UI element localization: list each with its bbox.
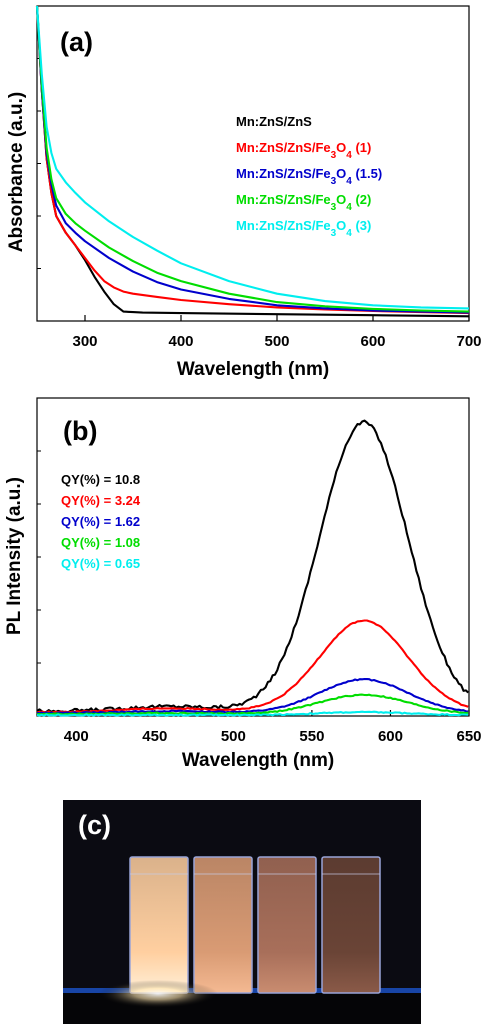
series-line xyxy=(35,5,470,313)
series-line xyxy=(35,5,470,314)
panel-label: (a) xyxy=(60,27,93,57)
x-tick-label: 600 xyxy=(360,333,385,350)
series-line xyxy=(36,693,469,716)
plot-frame xyxy=(36,5,470,322)
y-axis-label: PL Intensity (a.u.) xyxy=(4,477,25,635)
vial-photo: (c) xyxy=(63,800,421,1024)
vial xyxy=(321,856,381,994)
legend: Mn:ZnS/ZnS Mn:ZnS/ZnS/Fe3O4 (1) Mn:ZnS/ZnS… xyxy=(236,114,382,239)
series-lines xyxy=(35,5,470,318)
series-line xyxy=(35,5,470,310)
legend-entry: Mn:ZnS/ZnS/Fe3O4 (1) xyxy=(236,140,371,161)
legend-entry: Mn:ZnS/ZnS/Fe3O4 (2) xyxy=(236,192,371,213)
x-tick-label: 700 xyxy=(456,333,481,350)
y-axis-label: Absorbance (a.u.) xyxy=(6,92,27,252)
x-tick-label: 500 xyxy=(264,333,289,350)
x-tick-marks xyxy=(37,450,470,716)
x-tick-labels: 400 450 500 550 600 650 xyxy=(64,728,482,745)
x-axis-label: Wavelength (nm) xyxy=(182,750,334,771)
floor-glow xyxy=(98,980,218,1008)
x-tick-label: 400 xyxy=(168,333,193,350)
vial xyxy=(129,856,189,994)
legend-entry: Mn:ZnS/ZnS/Fe3O4 (1.5) xyxy=(236,166,382,187)
x-tick-label: 450 xyxy=(142,728,167,745)
x-tick-labels: 300 400 500 600 700 xyxy=(72,333,481,350)
series-line xyxy=(35,5,470,318)
vial xyxy=(257,856,317,994)
series-lines xyxy=(36,419,469,717)
x-tick-label: 400 xyxy=(64,728,89,745)
series-line xyxy=(36,677,469,715)
legend-entry: Mn:ZnS/ZnS xyxy=(236,114,312,129)
series-line xyxy=(35,5,470,315)
panel-label: (c) xyxy=(78,810,111,840)
x-tick-marks xyxy=(37,58,470,321)
legend-entry: QY(%) = 3.24 xyxy=(61,493,141,508)
series-line xyxy=(36,619,469,714)
vials xyxy=(129,856,381,994)
legend-entry: QY(%) = 1.62 xyxy=(61,514,140,529)
legend-entry: Mn:ZnS/ZnS/Fe3O4 (3) xyxy=(236,218,371,239)
x-tick-label: 600 xyxy=(378,728,403,745)
series-line xyxy=(36,710,469,717)
x-tick-label: 550 xyxy=(299,728,324,745)
legend-entry: QY(%) = 1.08 xyxy=(61,535,140,550)
panel-label: (b) xyxy=(63,416,97,446)
absorbance-panel: 300 400 500 600 700 (a) Wavelength (nm) Abso… xyxy=(6,5,482,380)
pl-panel: 400 450 500 550 600 650 (b) Wavelength (nm) P… xyxy=(4,397,482,771)
x-axis-label: Wavelength (nm) xyxy=(177,359,329,380)
x-tick-label: 300 xyxy=(72,333,97,350)
legend-entry: QY(%) = 0.65 xyxy=(61,556,140,571)
legend: QY(%) = 10.8 QY(%) = 3.24 QY(%) = 1.62 QY(%… xyxy=(61,472,141,571)
vial xyxy=(193,856,253,994)
legend-entry: QY(%) = 10.8 xyxy=(61,472,140,487)
x-tick-label: 650 xyxy=(456,728,481,745)
x-tick-label: 500 xyxy=(221,728,246,745)
series-line xyxy=(36,419,469,714)
